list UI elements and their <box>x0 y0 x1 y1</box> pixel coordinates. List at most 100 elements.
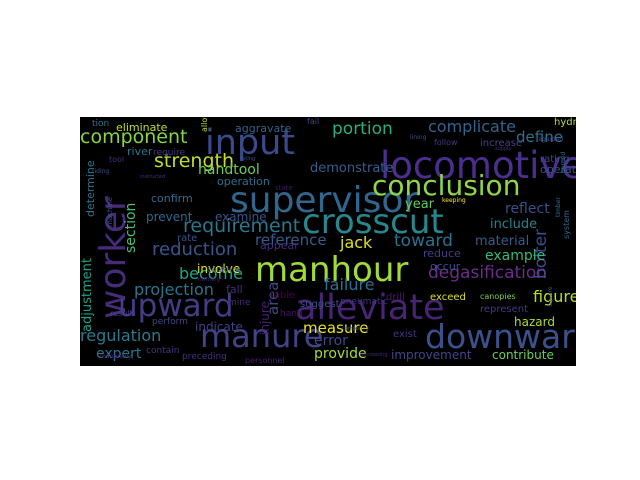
cloud-word-alleviate: alleviate <box>295 288 445 328</box>
cloud-word-complicate: complicate <box>428 117 516 136</box>
cloud-word-hand: hand <box>280 309 303 319</box>
cloud-word-represent: represent <box>480 304 529 315</box>
cloud-word-burned: burned <box>560 151 567 173</box>
cloud-word-supervisor: supervisor <box>230 180 419 221</box>
cloud-word-machine: machine <box>106 196 114 227</box>
cloud-word-provide: provide <box>314 346 367 362</box>
cloud-word-system: system <box>562 210 571 239</box>
cloud-word-input: input <box>205 123 296 163</box>
cloud-word-instructed: instructed <box>140 174 166 180</box>
cloud-word-decreasing: decreasing <box>360 352 388 358</box>
cloud-word-involve: involve <box>197 262 241 276</box>
cloud-word-fall: fall <box>226 283 243 296</box>
cloud-word-reflect: reflect <box>505 201 550 217</box>
cloud-word-tion: tion <box>92 119 110 129</box>
cloud-word-preceding: preceding <box>182 352 227 362</box>
cloud-word-toward: toward <box>394 231 453 251</box>
cloud-word-personnel: personnel <box>245 356 285 365</box>
cloud-word-drill: drill <box>386 292 405 303</box>
cloud-word-measure: measure <box>303 319 369 337</box>
cloud-word-riding: riding <box>92 168 110 175</box>
cloud-word-operation: operation <box>217 175 270 188</box>
cloud-word-comparing: comparing <box>342 326 369 332</box>
cloud-word-reduce: reduce <box>423 247 461 260</box>
cloud-word-result: result <box>110 309 133 318</box>
cloud-word-reference: reference <box>255 231 327 249</box>
cloud-word-regulation: regulation <box>80 326 162 345</box>
cloud-word-handtool: handtool <box>198 162 260 178</box>
cloud-word-regarded: regarded <box>536 136 564 143</box>
cloud-word-upward: upward <box>118 288 234 324</box>
cloud-word-namely: namely <box>198 276 221 283</box>
cloud-word-demonstrate: demonstrate <box>310 161 394 176</box>
cloud-word-component: component <box>80 126 188 148</box>
cloud-word-follow: follow <box>434 138 458 147</box>
word-cloud: locomotive supervisor input conclusion cross… <box>80 117 576 366</box>
cloud-word-rate: rate <box>177 233 198 244</box>
cloud-word-failure: failure <box>324 275 375 294</box>
cloud-word-conform: conform <box>207 265 241 274</box>
cloud-word-reduction: reduction <box>152 239 238 260</box>
cloud-word-contain: contain <box>146 346 180 356</box>
cloud-word-downward: downward <box>425 317 576 356</box>
cloud-word-manhour: manhour <box>255 250 409 290</box>
cloud-word-operate: operate <box>540 163 576 176</box>
cloud-word-contribute: contribute <box>492 348 554 362</box>
cloud-word-table: table <box>270 290 296 301</box>
cloud-word-confirm: confirm <box>151 192 193 205</box>
cloud-word-prevent: prevent <box>146 210 193 224</box>
cloud-word-jack: jack <box>340 233 373 252</box>
cloud-word-pneumatic: pneumatic <box>340 297 388 307</box>
cloud-word-fail: fail <box>307 117 320 126</box>
cloud-word-indicate: indicate <box>195 320 243 334</box>
cloud-word-strength: strength <box>154 150 235 172</box>
cloud-word-degasification: degasification <box>428 263 548 283</box>
cloud-word-expert: expert <box>96 346 142 362</box>
cloud-word-square: square <box>547 286 554 307</box>
cloud-word-listing: listing <box>240 156 256 162</box>
cloud-word-requirement: requirement <box>183 215 301 237</box>
cloud-word-crosscut: crosscut <box>302 202 444 242</box>
cloud-word-hazard: hazard <box>514 315 555 329</box>
cloud-word-suggest: suggest <box>300 299 340 310</box>
cloud-word-rating: rating <box>540 154 570 165</box>
cloud-word-lining: lining <box>410 134 427 141</box>
cloud-word-injure: injure <box>258 301 272 335</box>
cloud-word-eliminate: eliminate <box>116 121 168 134</box>
cloud-word-manure: manure <box>200 317 324 355</box>
cloud-word-improvement: improvement <box>391 348 472 362</box>
cloud-word-include: include <box>490 217 538 232</box>
cloud-word-hydraulic: hydraulic <box>554 117 576 128</box>
cloud-word-year: year <box>405 197 435 212</box>
cloud-word-define: define <box>516 128 563 146</box>
cloud-word-examine: examine <box>215 210 267 224</box>
cloud-word-adjustment: adjustment <box>80 258 95 332</box>
cloud-word-marginally: marginally <box>100 353 132 360</box>
cloud-word-perform: perform <box>152 317 188 327</box>
cloud-word-figure: figure <box>533 287 576 306</box>
cloud-word-aggravate: aggravate <box>235 122 292 135</box>
cloud-word-allow: allow <box>200 117 209 132</box>
cloud-word-projection: projection <box>134 280 214 299</box>
cloud-word-exist: exist <box>393 329 417 340</box>
cloud-word-exceed: exceed <box>430 292 466 303</box>
cloud-word-canopies: canopies <box>480 292 516 301</box>
cloud-word-increase: increase <box>480 138 523 149</box>
cloud-word-require: require <box>153 148 185 158</box>
cloud-word-conclusion: conclusion <box>372 169 521 202</box>
cloud-word-material: material <box>475 234 530 249</box>
cloud-word-keeping: keeping <box>442 197 466 204</box>
cloud-word-mine: mine <box>228 298 251 308</box>
cloud-word-portion: portion <box>332 119 393 139</box>
cloud-word-occur: occur <box>430 260 461 273</box>
cloud-word-become: become <box>179 264 244 283</box>
cloud-word-locomotive: locomotive <box>380 144 576 187</box>
cloud-word-example: example <box>485 248 546 264</box>
cloud-word-supply: supply <box>495 146 512 152</box>
cloud-word-appear: appear <box>260 239 299 252</box>
cloud-word-state: state <box>275 184 293 192</box>
cloud-word-timber: timber <box>555 197 562 217</box>
cloud-word-error: error <box>314 333 348 349</box>
cloud-word-section: section <box>123 202 139 253</box>
cloud-word-river: river <box>127 145 153 158</box>
